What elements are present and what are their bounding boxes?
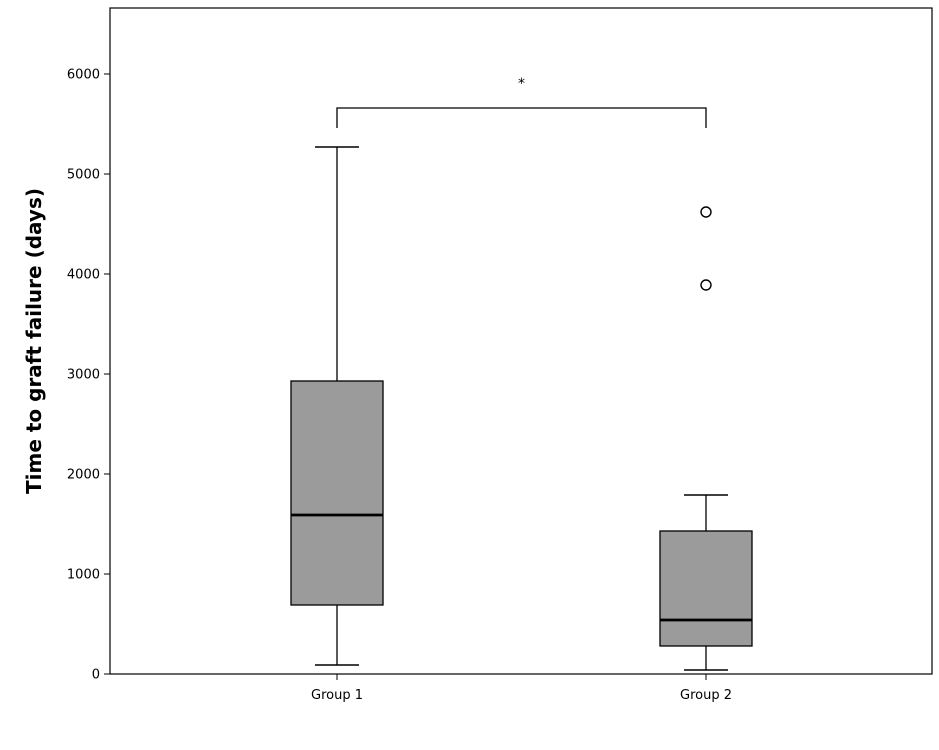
outlier-point: [700, 279, 712, 291]
bracket-line: [336, 107, 707, 128]
x-category-label: Group 2: [680, 688, 732, 703]
outlier-point: [700, 206, 712, 218]
x-category-label: Group 1: [311, 688, 363, 703]
y-tick-label: 3000: [67, 368, 100, 383]
box-group: [659, 206, 753, 671]
y-tick-label: 1000: [67, 568, 100, 583]
y-tick-label: 4000: [67, 268, 100, 283]
box-series: [290, 146, 753, 671]
y-tick-label: 5000: [67, 168, 100, 183]
significance-marker: *: [518, 76, 525, 92]
iqr-box: [290, 380, 384, 606]
y-axis: 0 1000 2000 3000 4000 5000 6000: [67, 68, 110, 683]
plot-frame: [109, 7, 933, 675]
y-axis-title: Time to graft failure (days): [22, 188, 46, 494]
box-group: [290, 146, 384, 666]
y-tick-label: 0: [92, 668, 100, 683]
significance-bracket: *: [336, 76, 707, 128]
iqr-box: [659, 530, 753, 647]
y-tick-label: 6000: [67, 68, 100, 83]
y-tick-label: 2000: [67, 468, 100, 483]
x-axis: Group 1 Group 2: [311, 674, 732, 703]
